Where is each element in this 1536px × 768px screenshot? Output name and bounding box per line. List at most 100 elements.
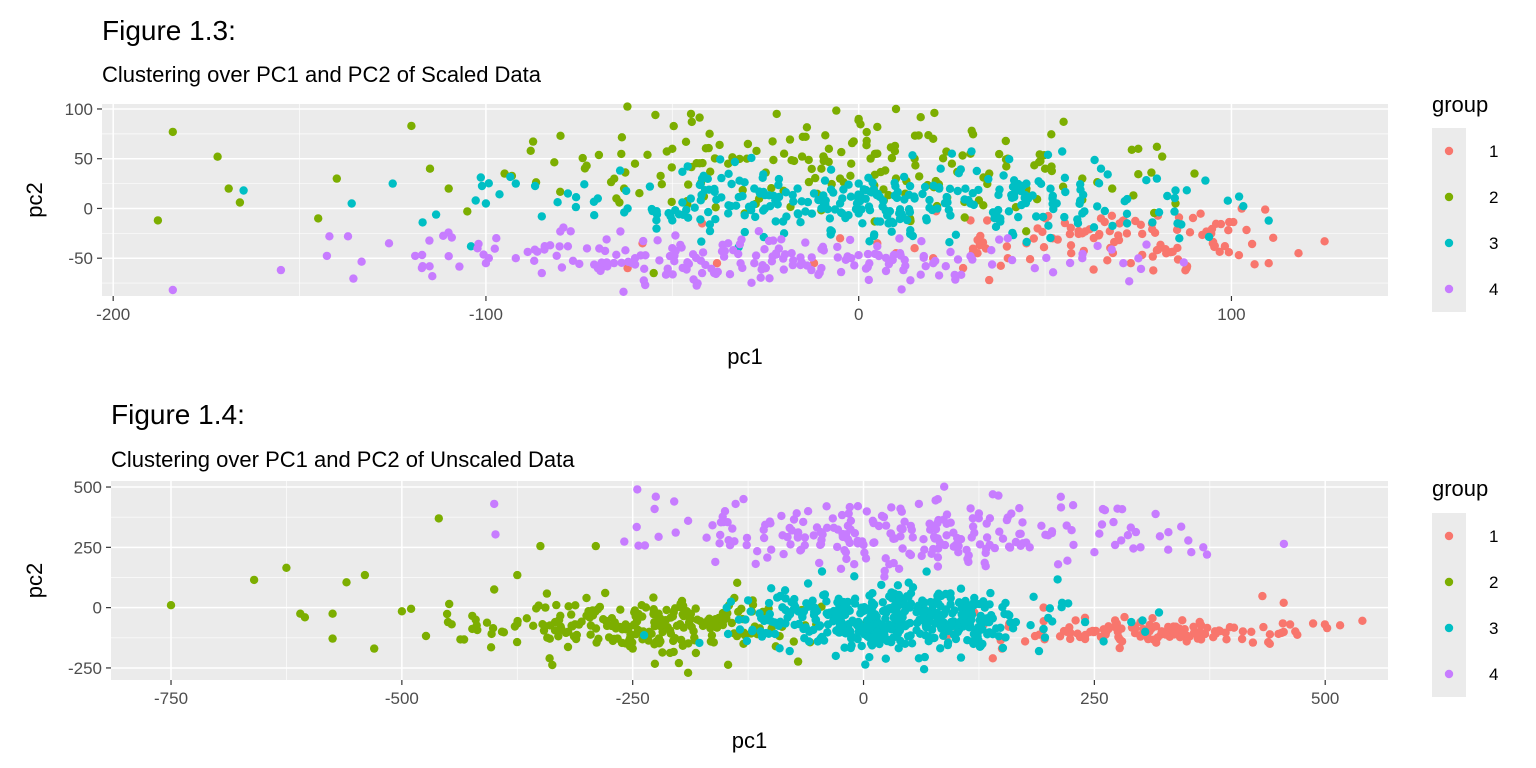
data-point — [695, 638, 704, 648]
data-point — [1214, 626, 1224, 635]
data-point — [1269, 233, 1278, 242]
data-point — [771, 217, 780, 226]
data-point — [1053, 575, 1062, 584]
data-point — [537, 212, 546, 221]
data-point — [763, 614, 772, 623]
data-point — [727, 618, 736, 628]
data-point — [1073, 215, 1082, 224]
data-point — [707, 631, 717, 640]
data-point — [845, 235, 855, 245]
data-point — [988, 630, 997, 639]
data-point — [1020, 637, 1030, 646]
data-point — [850, 261, 859, 270]
data-point — [988, 614, 997, 623]
data-point — [781, 188, 791, 197]
data-point — [797, 152, 807, 161]
data-point — [679, 623, 688, 632]
data-point — [681, 137, 691, 146]
data-point — [1099, 637, 1108, 646]
data-point — [817, 263, 826, 273]
data-point — [902, 592, 912, 601]
data-point — [770, 629, 780, 639]
data-point — [829, 188, 838, 197]
data-point — [783, 532, 792, 542]
data-point — [861, 660, 870, 669]
data-point — [411, 251, 420, 261]
data-point — [958, 263, 968, 273]
data-point — [678, 198, 687, 207]
data-point — [1034, 646, 1044, 656]
data-point — [582, 244, 592, 253]
data-point — [235, 198, 245, 207]
data-point — [743, 139, 753, 149]
data-point — [656, 614, 665, 623]
data-point — [1103, 170, 1112, 179]
data-point — [582, 611, 591, 620]
data-point — [898, 524, 907, 534]
data-point — [1152, 142, 1162, 151]
data-point — [686, 194, 695, 203]
data-point — [835, 199, 845, 208]
data-point — [884, 219, 893, 228]
data-point — [711, 203, 720, 212]
data-point — [488, 624, 498, 633]
data-point — [1148, 252, 1158, 261]
data-point — [593, 263, 602, 273]
data-point — [907, 525, 916, 535]
data-point — [322, 251, 332, 261]
data-point — [774, 174, 784, 184]
data-point — [968, 522, 978, 531]
data-point — [815, 621, 825, 630]
data-point — [1048, 268, 1058, 277]
data-point — [484, 179, 493, 188]
data-point — [599, 615, 608, 624]
data-point — [523, 247, 532, 257]
data-point — [1158, 152, 1167, 161]
data-point — [678, 167, 687, 176]
data-point — [966, 252, 975, 261]
y-axis-title: pc2 — [22, 182, 47, 217]
legend-key-dot — [1444, 146, 1454, 156]
legend-label: 1 — [1489, 142, 1498, 161]
data-point — [726, 597, 736, 606]
data-point — [1248, 638, 1258, 647]
data-point — [1113, 504, 1122, 513]
data-point — [495, 190, 504, 199]
data-point — [939, 631, 948, 640]
data-point — [540, 621, 550, 631]
data-point — [757, 632, 767, 641]
data-point — [591, 624, 601, 633]
data-point — [825, 214, 835, 223]
data-point — [1095, 529, 1104, 538]
data-point — [1067, 249, 1076, 258]
x-tick-label: 100 — [1217, 305, 1245, 324]
data-point — [617, 149, 626, 159]
data-point — [1308, 619, 1318, 628]
legend-label: 3 — [1489, 619, 1498, 638]
data-point — [418, 262, 427, 271]
data-point — [777, 235, 786, 244]
data-point — [548, 660, 557, 670]
data-point — [1138, 229, 1147, 239]
data-point — [711, 622, 720, 632]
data-point — [622, 186, 631, 196]
data-point — [981, 548, 990, 558]
data-point — [760, 245, 769, 254]
data-point — [1154, 208, 1164, 217]
data-point — [931, 496, 940, 505]
data-point — [1279, 598, 1288, 607]
data-point — [1026, 621, 1035, 630]
data-point — [963, 636, 972, 645]
data-point — [582, 161, 591, 170]
data-point — [563, 189, 573, 198]
data-point — [1005, 155, 1014, 164]
data-point — [1001, 598, 1010, 608]
data-point — [767, 545, 776, 554]
data-point — [1038, 212, 1048, 222]
data-point — [1007, 255, 1017, 265]
data-point — [723, 660, 733, 669]
data-point — [788, 190, 797, 200]
data-point — [765, 274, 774, 283]
data-point — [1004, 207, 1014, 216]
data-point — [706, 167, 715, 176]
